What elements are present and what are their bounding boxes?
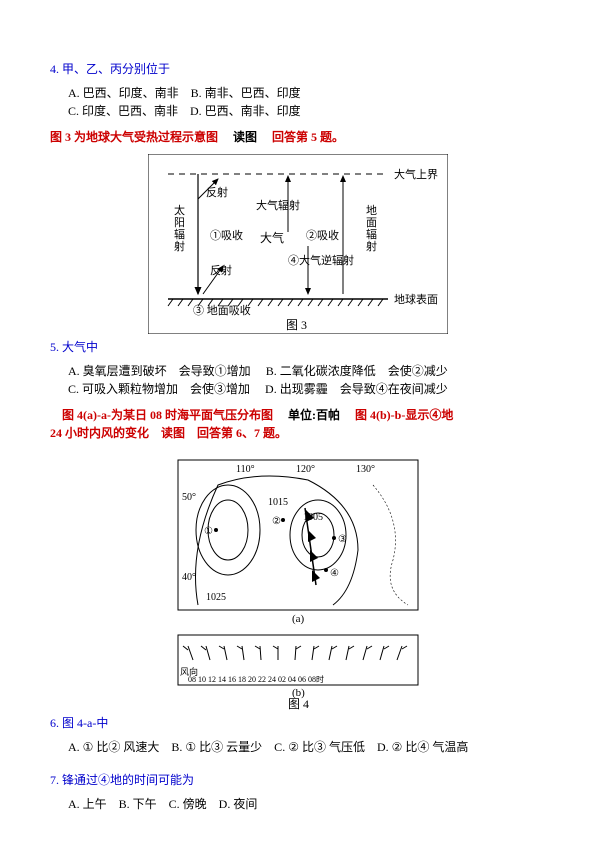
- instr-fig4: 图 4(a)-a-为某日 08 时海平面气压分布图 单位:百帕 图 4(b)-b…: [50, 406, 545, 442]
- figure-3: 大气上界 地球表面: [50, 154, 545, 334]
- instr-fig4-2a: 图 4(b)-b-显示④地: [355, 408, 453, 422]
- q6-stem: 6. 图 4-a-中: [50, 714, 545, 732]
- fig3-left-label: 太阳辐射: [174, 204, 185, 253]
- svg-text:110°: 110°: [236, 464, 255, 475]
- svg-text:③: ③: [338, 534, 347, 545]
- q5-b: B. 二氧化碳浓度降低 会使②减少: [266, 364, 448, 378]
- fig3-ground-absorb: ③ 地面吸收: [193, 303, 251, 317]
- fig3-atm: 大气: [260, 230, 284, 245]
- q4-opts-line2: C. 印度、巴西、南非 D. 巴西、南非、印度: [68, 104, 301, 118]
- svg-text:1015: 1015: [268, 497, 288, 508]
- svg-text:(a): (a): [292, 613, 305, 625]
- svg-text:40°: 40°: [182, 572, 196, 583]
- instr-fig4-1a: 图 4(a)-a-为某日 08 时海平面气压分布图: [62, 408, 273, 422]
- svg-text:130°: 130°: [356, 464, 375, 475]
- instr-fig3: 图 3 为地球大气受热过程示意图 读图 回答第 5 题。: [50, 128, 545, 146]
- q5-c: C. 可吸入颗粒物增加 会使③增加: [68, 382, 250, 396]
- svg-text:反射: 反射: [206, 185, 228, 199]
- svg-text:120°: 120°: [296, 464, 315, 475]
- svg-text:④: ④: [330, 568, 339, 579]
- svg-text:50°: 50°: [182, 492, 196, 503]
- instr-fig3-a: 图 3 为地球大气受热过程示意图: [50, 130, 218, 144]
- q5-options: A. 臭氧层遭到破坏 会导致①增加 B. 二氧化碳浓度降低 会使②减少 C. 可…: [68, 362, 545, 398]
- svg-text:1025: 1025: [206, 592, 226, 603]
- q5-a: A. 臭氧层遭到破坏 会导致①增加: [68, 364, 251, 378]
- svg-text:②: ②: [272, 516, 281, 527]
- fig3-caption: 图 3: [286, 318, 307, 332]
- instr-fig3-b: 读图: [221, 130, 269, 144]
- fig3-right-label: 地面辐射: [366, 204, 377, 253]
- instr-fig3-c: 回答第 5 题。: [272, 130, 344, 144]
- q5-stem: 5. 大气中: [50, 338, 545, 356]
- fig4-times: 08 10 12 14 16 18 20 22 24 02 04 06 08时: [188, 674, 324, 684]
- fig4-caption: 图 4: [288, 697, 309, 710]
- q4-options: A. 巴西、印度、南非 B. 南非、巴西、印度 C. 印度、巴西、南非 D. 巴…: [68, 84, 545, 120]
- svg-text:①: ①: [204, 526, 213, 537]
- instr-fig4-1b: 单位:百帕: [276, 408, 352, 422]
- fig3-top-label: 大气上界: [394, 167, 438, 181]
- q4-opts-line1: A. 巴西、印度、南非 B. 南非、巴西、印度: [68, 86, 301, 100]
- q4-stem: 4. 甲、乙、丙分别位于: [50, 60, 545, 78]
- svg-text:反射: 反射: [210, 263, 232, 277]
- figure-4: 110° 120° 130° 50° 40°: [50, 450, 545, 710]
- q6-options: A. ① 比② 风速大 B. ① 比③ 云量少 C. ② 比③ 气压低 D. ②…: [68, 738, 545, 756]
- fig3-backrad: ④大气逆辐射: [288, 253, 354, 267]
- q7-options: A. 上午 B. 下午 C. 傍晚 D. 夜间: [68, 795, 545, 813]
- svg-text:1005: 1005: [303, 512, 323, 523]
- instr-fig4-2b: 24 小时内风的变化 读图 回答第 6、7 题。: [50, 426, 287, 440]
- q5-d: D. 出现雾霾 会导致④在夜间减少: [265, 382, 448, 396]
- fig3-ground-label: 地球表面: [394, 292, 438, 306]
- q7-stem: 7. 锋通过④地的时间可能为: [50, 771, 545, 789]
- fig3-absorb2: ②吸收: [306, 228, 339, 242]
- fig3-absorb1: ①吸收: [210, 228, 243, 242]
- fig3-center-label: 大气辐射: [256, 198, 300, 212]
